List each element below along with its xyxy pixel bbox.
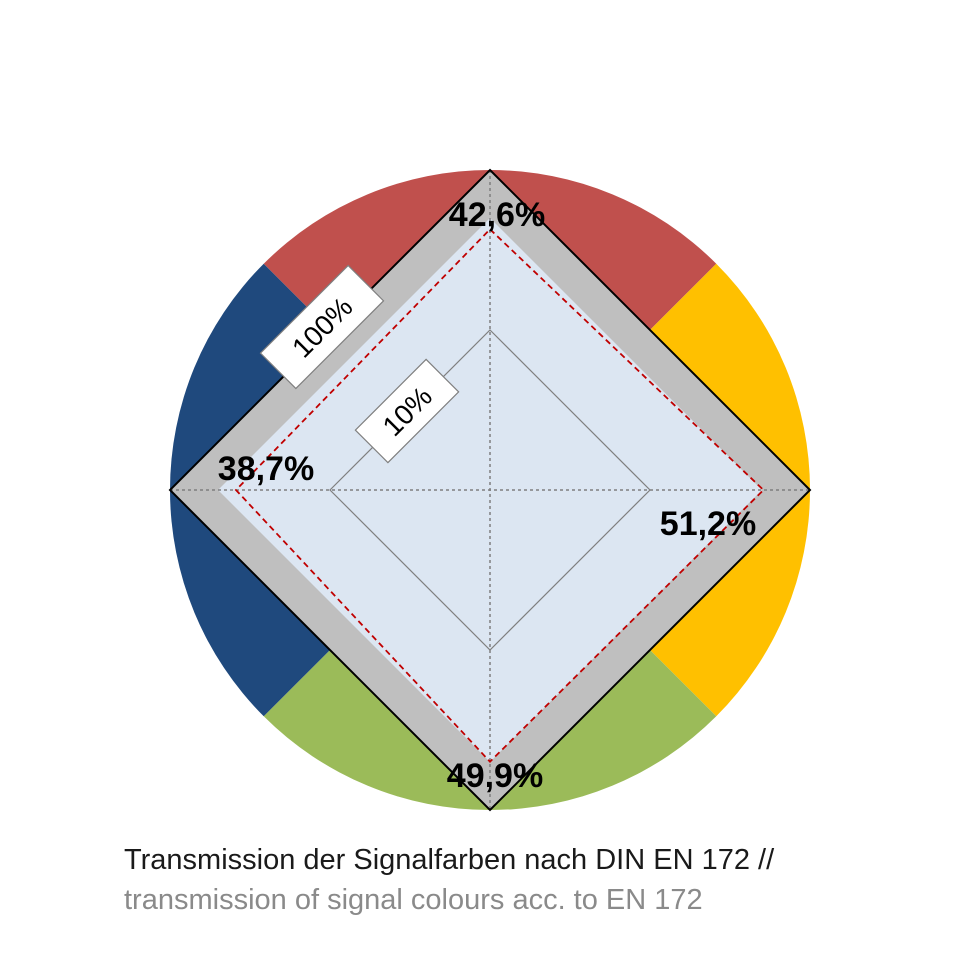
value-label-green: 49,9%: [447, 757, 543, 795]
axis-lines: [170, 170, 810, 810]
value-label-blue: 38,7%: [218, 450, 314, 488]
data-series-polygon: [234, 228, 765, 763]
caption-secondary: transmission of signal colours acc. to E…: [124, 884, 703, 916]
ring-label-box: [354, 358, 460, 464]
value-labels: 42,6% 51,2% 49,9% 38,7%: [218, 196, 756, 795]
value-label-yellow: 51,2%: [660, 505, 756, 543]
chart-caption: Transmission der Signalfarben nach DIN E…: [124, 840, 964, 920]
caption-primary: Transmission der Signalfarben nach DIN E…: [124, 844, 775, 876]
ring-labels: 100%10%: [259, 264, 460, 464]
ring-label-box: [259, 264, 385, 390]
value-label-red: 42,6%: [449, 196, 545, 234]
outer-diamond-border: [168, 168, 812, 812]
